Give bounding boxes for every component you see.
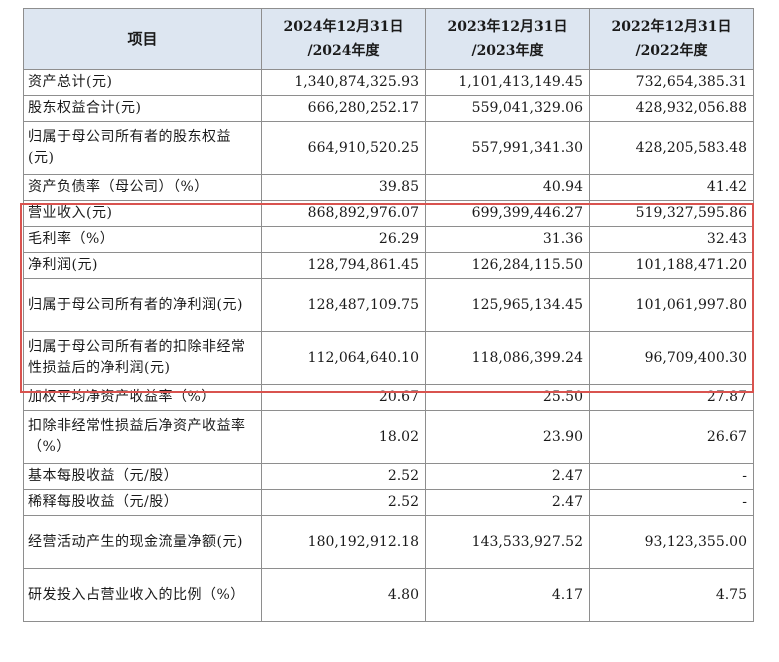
row-label: 扣除非经常性损益后净资产收益率（%） [23, 410, 262, 464]
value-2022: 96,709,400.30 [589, 331, 754, 385]
value-2023: 23.90 [425, 410, 590, 464]
value-2024: 39.85 [261, 174, 426, 201]
row-label: 资产总计(元) [23, 69, 262, 96]
value-2024: 128,487,109.75 [261, 278, 426, 332]
value-2024: 112,064,640.10 [261, 331, 426, 385]
header-2024-date: 2024年12月31日 [283, 19, 404, 35]
table-row: 扣除非经常性损益后净资产收益率（%） 18.02 23.90 26.67 [23, 410, 754, 464]
value-2024: 180,192,912.18 [261, 515, 426, 569]
row-label: 毛利率（%） [23, 226, 262, 253]
value-2023: 143,533,927.52 [425, 515, 590, 569]
value-2022: 428,205,583.48 [589, 121, 754, 175]
table-row: 资产总计(元) 1,340,874,325.93 1,101,413,149.45 7… [23, 69, 754, 96]
table-row: 毛利率（%） 26.29 31.36 32.43 [23, 226, 754, 253]
table-row: 研发投入占营业收入的比例（%） 4.80 4.17 4.75 [23, 568, 754, 622]
table-row: 基本每股收益（元/股） 2.52 2.47- [23, 463, 754, 490]
table-row: 经营活动产生的现金流量净额(元) 180,192,912.18 143,533,92… [23, 515, 754, 569]
value-2024: 1,340,874,325.93 [261, 69, 426, 96]
row-label: 营业收入(元) [23, 200, 262, 227]
value-2023: 559,041,329.06 [425, 95, 590, 122]
value-2024: 664,910,520.25 [261, 121, 426, 175]
value-2024: 18.02 [261, 410, 426, 464]
value-2023: 31.36 [425, 226, 590, 253]
value-2022: 428,932,056.88 [589, 95, 754, 122]
header-2022: 2022年12月31日/2022年度 [589, 8, 754, 70]
row-label: 加权平均净资产收益率（%） [23, 384, 262, 411]
value-2022: 101,188,471.20 [589, 252, 754, 279]
row-label: 归属于母公司所有者的扣除非经常性损益后的净利润(元) [23, 331, 262, 385]
value-2024: 2.52 [261, 489, 426, 516]
row-label: 股东权益合计(元) [23, 95, 262, 122]
row-label: 稀释每股收益（元/股） [23, 489, 262, 516]
header-2022-year: /2022年度 [635, 43, 708, 59]
value-2024: 2.52 [261, 463, 426, 490]
header-2023-date: 2023年12月31日 [447, 19, 568, 35]
value-2023: 2.47 [425, 489, 590, 516]
row-label: 归属于母公司所有者的净利润(元) [23, 278, 262, 332]
value-2023: 126,284,115.50 [425, 252, 590, 279]
value-2023: 557,991,341.30 [425, 121, 590, 175]
value-2023: 1,101,413,149.45 [425, 69, 590, 96]
header-2024: 2024年12月31日/2024年度 [261, 8, 426, 70]
value-2023: 2.47 [425, 463, 590, 490]
value-2022: 32.43 [589, 226, 754, 253]
row-label: 经营活动产生的现金流量净额(元) [23, 515, 262, 569]
value-2023: 4.17 [425, 568, 590, 622]
value-2023: 25.50 [425, 384, 590, 411]
table-row: 归属于母公司所有者的净利润(元) 128,487,109.75 125,965,13… [23, 278, 754, 332]
table-row: 加权平均净资产收益率（%） 20.67 25.50 27.87 [23, 384, 754, 411]
value-2024: 666,280,252.17 [261, 95, 426, 122]
value-2023: 699,399,446.27 [425, 200, 590, 227]
value-2022: 519,327,595.86 [589, 200, 754, 227]
value-2022: 41.42 [589, 174, 754, 201]
header-2023-year: /2023年度 [471, 43, 544, 59]
value-2022: - [589, 463, 754, 490]
value-2024: 4.80 [261, 568, 426, 622]
row-label: 归属于母公司所有者的股东权益(元) [23, 121, 262, 175]
table-row: 净利润(元) 128,794,861.45 126,284,115.50 101,18… [23, 252, 754, 279]
value-2024: 26.29 [261, 226, 426, 253]
row-label: 研发投入占营业收入的比例（%） [23, 568, 262, 622]
value-2022: 101,061,997.80 [589, 278, 754, 332]
value-2022: - [589, 489, 754, 516]
table-row: 营业收入(元) 868,892,976.07 699,399,446.27 519,3… [23, 200, 754, 227]
value-2024: 868,892,976.07 [261, 200, 426, 227]
value-2022: 4.75 [589, 568, 754, 622]
header-row: 项目 2024年12月31日/2024年度 2023年12月31日/2023年度… [23, 8, 754, 70]
table-row: 稀释每股收益（元/股） 2.52 2.47- [23, 489, 754, 516]
table-row: 归属于母公司所有者的扣除非经常性损益后的净利润(元) 112,064,640.10… [23, 331, 754, 385]
header-2022-date: 2022年12月31日 [611, 19, 732, 35]
value-2023: 40.94 [425, 174, 590, 201]
row-label: 基本每股收益（元/股） [23, 463, 262, 490]
header-2024-year: /2024年度 [307, 43, 380, 59]
value-2022: 26.67 [589, 410, 754, 464]
value-2024: 128,794,861.45 [261, 252, 426, 279]
table-row: 股东权益合计(元) 666,280,252.17 559,041,329.06 428… [23, 95, 754, 122]
table-row: 归属于母公司所有者的股东权益(元) 664,910,520.25 557,991,3… [23, 121, 754, 175]
header-item: 项目 [23, 8, 262, 70]
value-2022: 27.87 [589, 384, 754, 411]
row-label: 资产负债率（母公司）（%） [23, 174, 262, 201]
value-2022: 732,654,385.31 [589, 69, 754, 96]
row-label: 净利润(元) [23, 252, 262, 279]
value-2022: 93,123,355.00 [589, 515, 754, 569]
table-row: 资产负债率（母公司）（%） 39.85 40.94 41.42 [23, 174, 754, 201]
value-2024: 20.67 [261, 384, 426, 411]
header-2023: 2023年12月31日/2023年度 [425, 8, 590, 70]
financial-table: 项目 2024年12月31日/2024年度 2023年12月31日/2023年度… [23, 8, 754, 622]
value-2023: 125,965,134.45 [425, 278, 590, 332]
value-2023: 118,086,399.24 [425, 331, 590, 385]
